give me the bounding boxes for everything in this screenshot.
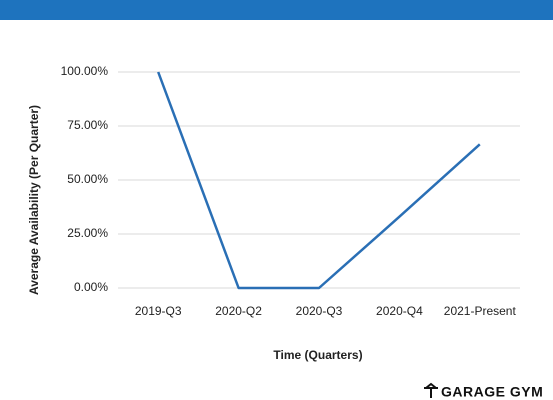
x-tick-label: 2020-Q3: [296, 304, 343, 318]
y-tick-label: 75.00%: [67, 118, 108, 132]
y-tick-label: 50.00%: [67, 172, 108, 186]
x-tick-label: 2019-Q3: [135, 304, 182, 318]
header-band: [0, 0, 553, 20]
x-tick-label: 2021-Present: [444, 304, 517, 318]
y-tick-label: 25.00%: [67, 226, 108, 240]
line: [157, 71, 481, 290]
y-tick-label: 100.00%: [61, 64, 109, 78]
y-axis-title: Average Availability (Per Quarter): [27, 105, 41, 295]
logo-icon: [424, 382, 438, 398]
y-tick-label: 0.00%: [74, 280, 108, 294]
x-axis-title: Time (Quarters): [273, 348, 362, 362]
logo: GARAGE GYM: [441, 384, 543, 400]
x-tick-label: 2020-Q2: [215, 304, 262, 318]
x-tick-label: 2020-Q4: [376, 304, 423, 318]
